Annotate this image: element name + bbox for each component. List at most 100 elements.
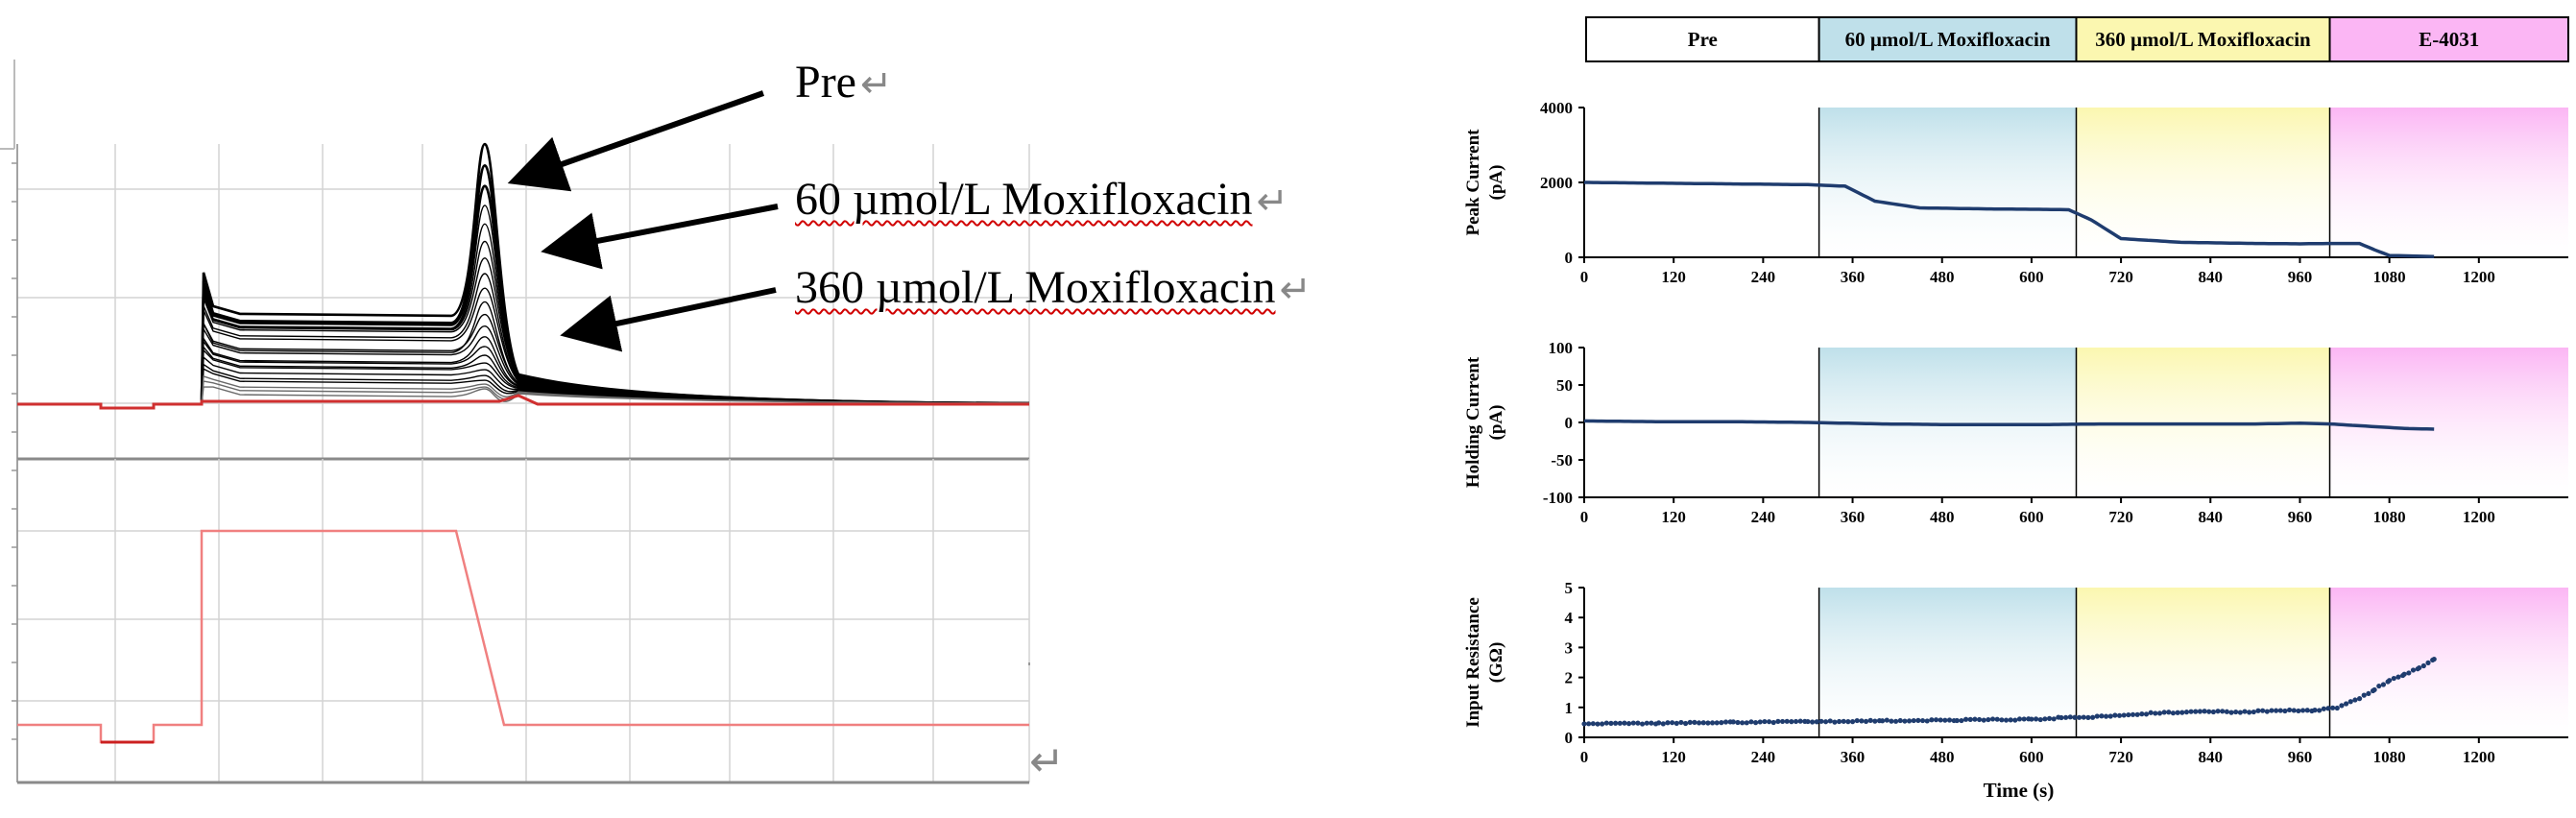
x-tick-label: 1200	[2463, 748, 2495, 766]
data-point	[1828, 718, 1833, 723]
data-point	[1767, 719, 1771, 724]
data-point	[2312, 708, 2317, 712]
data-point	[1586, 721, 1591, 726]
data-point	[2171, 710, 2176, 715]
x-tick-label: 0	[1580, 748, 1589, 766]
phase-label: 60 µmol/L Moxifloxacin	[1845, 28, 2051, 51]
data-point	[1850, 719, 1855, 724]
data-point	[1771, 720, 1776, 725]
x-axis-label: Time (s)	[1984, 779, 2055, 802]
data-point	[1600, 721, 1604, 726]
data-point	[1938, 717, 1943, 722]
annotation-60-moxifloxacin: 60 µmol/L Moxifloxacin ↵	[795, 173, 1288, 226]
data-point	[2009, 717, 2013, 722]
data-point	[1719, 720, 1723, 725]
data-point	[1683, 721, 1688, 726]
data-point	[1925, 718, 1930, 723]
data-point	[2149, 710, 2154, 715]
data-point	[1723, 719, 1728, 724]
data-point	[1947, 717, 1952, 722]
data-point	[1581, 721, 1586, 726]
arrow-360	[571, 290, 776, 333]
data-point	[1785, 719, 1790, 724]
x-tick-label: 360	[1841, 748, 1866, 766]
data-point	[2206, 710, 2211, 714]
voltage-protocol-trace	[17, 531, 1029, 742]
data-point	[2344, 701, 2348, 706]
data-point	[1942, 718, 1947, 723]
data-point	[2339, 703, 2344, 708]
data-point	[1794, 719, 1798, 724]
data-point	[2269, 708, 2274, 712]
data-point	[2260, 709, 2265, 713]
data-point	[1868, 718, 1873, 723]
data-point	[2233, 710, 2238, 714]
arrow-60	[552, 206, 778, 250]
data-point	[2135, 712, 2140, 717]
x-tick-label: 480	[1930, 268, 1955, 286]
y-tick-label: -50	[1551, 451, 1573, 469]
data-point	[1955, 718, 1960, 723]
phase-shading	[1819, 588, 2077, 737]
data-point	[2022, 716, 2027, 721]
data-point	[2126, 712, 2131, 717]
data-point	[2238, 710, 2243, 714]
data-point	[2348, 699, 2353, 704]
data-point	[2325, 706, 2330, 710]
data-point	[1665, 720, 1670, 725]
data-point	[1907, 718, 1912, 723]
phase-shading	[1819, 108, 2077, 257]
y-tick-label: 0	[1565, 249, 1574, 267]
data-point	[2425, 661, 2430, 665]
data-point	[2052, 716, 2057, 721]
data-point	[1972, 717, 1977, 722]
x-tick-label: 480	[1930, 508, 1955, 526]
data-point	[1645, 721, 1649, 726]
data-point	[2274, 709, 2278, 713]
data-point	[2381, 682, 2386, 686]
data-point	[1934, 717, 1938, 722]
data-point	[1815, 719, 1819, 724]
data-point	[1656, 720, 1661, 725]
phase-shading	[2330, 348, 2568, 497]
data-point	[1748, 719, 1753, 724]
data-point	[2296, 709, 2300, 713]
x-tick-label: 840	[2199, 508, 2224, 526]
y-tick-label: 3	[1565, 638, 1574, 657]
data-point	[2058, 715, 2063, 720]
data-point	[1845, 719, 1850, 724]
data-point	[2211, 710, 2216, 714]
y-tick-label: 5	[1565, 579, 1574, 597]
y-tick-label: 2000	[1540, 174, 1573, 192]
x-tick-label: 1080	[2373, 748, 2406, 766]
data-point	[1959, 718, 1963, 723]
data-point	[1618, 721, 1623, 726]
data-point	[2421, 663, 2426, 668]
data-point	[2034, 716, 2038, 721]
data-point	[1753, 720, 1758, 725]
data-point	[2077, 715, 2082, 720]
data-point	[1893, 719, 1898, 724]
data-point	[2184, 710, 2189, 714]
data-point	[1674, 721, 1679, 726]
x-tick-label: 960	[2288, 268, 2313, 286]
x-tick-label: 1080	[2373, 268, 2406, 286]
data-point	[2099, 713, 2104, 718]
data-point	[1595, 721, 1600, 726]
data-point	[2038, 717, 2043, 722]
data-point	[2095, 713, 2100, 718]
y-tick-label: 4	[1565, 609, 1574, 627]
data-point	[1731, 719, 1736, 724]
data-point	[2278, 708, 2283, 712]
data-point	[2330, 706, 2335, 710]
x-tick-label: 960	[2288, 508, 2313, 526]
data-point	[1986, 717, 1990, 722]
x-tick-label: 1080	[2373, 508, 2406, 526]
data-point	[2352, 697, 2357, 702]
data-point	[1859, 718, 1864, 723]
data-point	[2162, 710, 2167, 714]
data-point	[2166, 710, 2171, 714]
data-point	[1864, 719, 1868, 724]
data-point	[1640, 721, 1645, 726]
time-course-figure: Pre 60 µmol/L Moxifloxacin 360 µmol/L Moxi…	[1440, 0, 2576, 818]
